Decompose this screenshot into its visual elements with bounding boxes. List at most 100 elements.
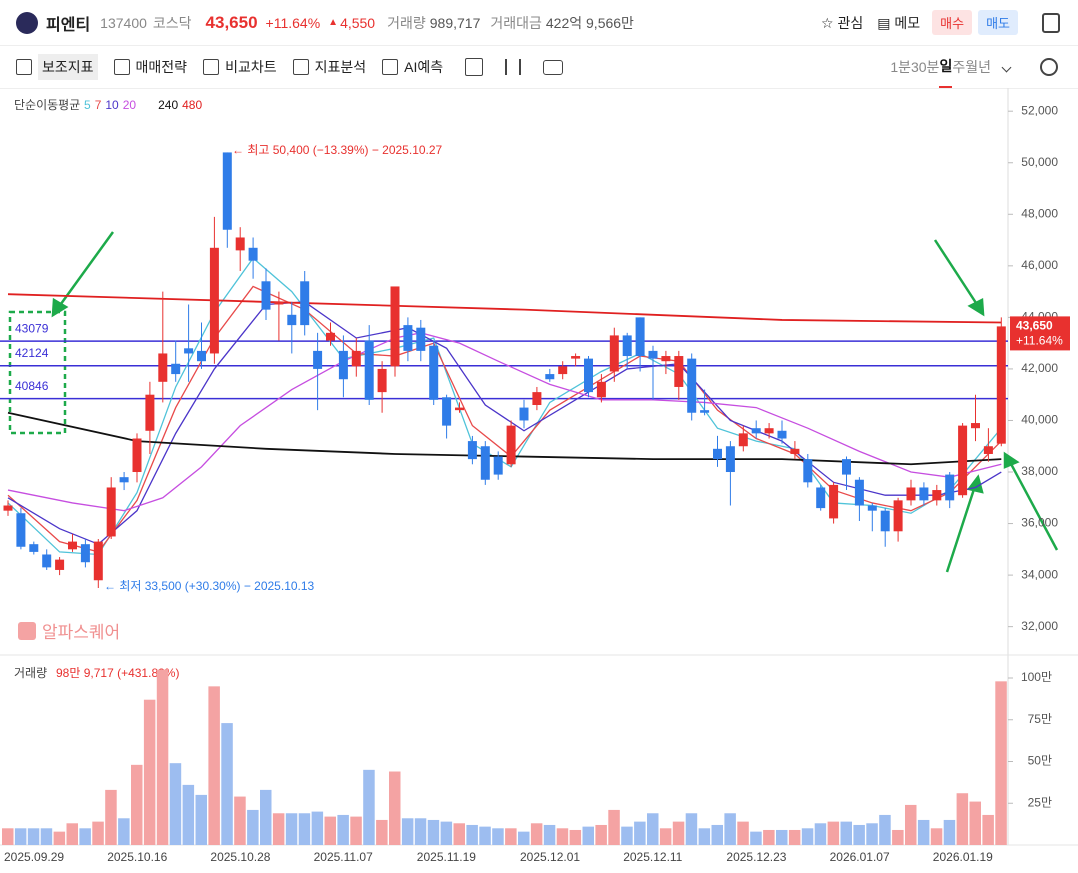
candle-body [700, 410, 710, 413]
panel-icon[interactable] [1042, 12, 1060, 33]
volume-bar [582, 826, 594, 845]
volume-bar [840, 821, 852, 845]
candle-body [751, 428, 761, 434]
volume-bar [79, 828, 91, 845]
tool-button[interactable]: 지표분석 [314, 59, 367, 75]
chart: 단순이동평균 거래량 98만 9,717 (+431.83%) ← 최고 50,… [0, 88, 1078, 864]
level-label: 42124 [15, 346, 49, 360]
candle-body [867, 505, 877, 511]
tool-button[interactable]: 보조지표 [38, 54, 98, 80]
volume-bar [763, 829, 775, 845]
memo-button[interactable]: ▤ 메모 [877, 14, 921, 31]
volume-bar [595, 824, 607, 845]
volume-bar [40, 828, 53, 845]
ma-legend: 240 [158, 98, 178, 112]
watch-text: 관심 [837, 14, 864, 31]
tool-icon[interactable] [543, 59, 564, 75]
volume-bar [260, 789, 272, 845]
ma-legend: 20 [123, 98, 137, 112]
ma-line [7, 285, 1002, 553]
watch-button[interactable]: ☆ 관심 [821, 14, 864, 31]
volume-bar [879, 814, 891, 845]
period-button[interactable]: 주 [952, 59, 966, 75]
volume-bar [131, 764, 143, 845]
candle-body [958, 425, 968, 496]
period-button[interactable]: 년 [978, 59, 991, 75]
level-label: 40846 [15, 379, 49, 393]
volume-bar [917, 819, 930, 845]
candle-body [261, 281, 271, 310]
volume-bar [195, 794, 207, 845]
candle-body [209, 247, 219, 354]
volume-bar [298, 813, 311, 845]
volume-bar [969, 801, 981, 845]
volume-bar [479, 826, 491, 845]
volume-bar [414, 818, 427, 845]
candle-body [519, 407, 529, 421]
buy-button[interactable]: 매수 [932, 10, 973, 35]
code: 137400 [100, 14, 147, 31]
period-button[interactable]: 월 [965, 59, 979, 75]
sell-button[interactable]: 매도 [978, 10, 1018, 35]
volume-bar [634, 821, 646, 845]
x-tick-label: 2026.01.07 [830, 850, 890, 864]
candle-body [29, 544, 39, 552]
volume-bar [608, 809, 620, 845]
period-button[interactable]: 1분 [890, 59, 911, 75]
candle-body [42, 554, 52, 568]
candle-body [635, 317, 645, 357]
dropdown[interactable] [1001, 62, 1012, 72]
volume-bar [324, 816, 336, 845]
candle-body [596, 381, 606, 398]
tool-button[interactable]: AI예측 [404, 59, 444, 75]
settings-icon[interactable] [1040, 58, 1058, 76]
candle-body [842, 459, 851, 475]
market: 코스닥 [152, 14, 192, 31]
candle-body [919, 487, 929, 501]
level-label: 43079 [15, 321, 49, 335]
candle-body [571, 356, 581, 359]
volume-bar [943, 819, 956, 845]
ma-label: 단순이동평균 [14, 98, 80, 112]
tool-button[interactable]: 매매전략 [135, 59, 188, 75]
period-button[interactable]: 일 [939, 46, 953, 88]
stock-name: 피엔티 [46, 16, 91, 34]
x-tick-label: 2025.10.16 [107, 850, 167, 864]
volume-bar [569, 829, 582, 845]
candle-body [68, 541, 77, 550]
arrow-head [51, 297, 69, 318]
tool-icon[interactable] [505, 59, 522, 75]
volume-bar [466, 824, 478, 845]
memo-text: 메모 [894, 14, 921, 31]
tool-button[interactable]: 비교차트 [225, 59, 277, 75]
candle-body [661, 356, 671, 362]
highlight-box [8, 310, 67, 435]
tool-icon[interactable] [465, 58, 484, 76]
period-button[interactable]: 30분 [910, 59, 940, 75]
watermark-icon [18, 621, 36, 640]
candle-body [313, 350, 323, 369]
volume-bar [724, 813, 736, 845]
candle-body [713, 448, 722, 460]
volume-label: 거래량 [14, 666, 47, 680]
volume-bar [518, 831, 530, 845]
candle-body [816, 487, 826, 509]
candle-body [3, 505, 13, 511]
high-annotation: ← 최고 50,400 (−13.39%) − 2025.10.27 [232, 143, 443, 157]
x-tick-label: 2025.12.23 [726, 850, 786, 864]
candle-body [622, 335, 632, 357]
volume-bar [169, 763, 182, 845]
y-tick-label: 25만 [1028, 795, 1052, 809]
candle-body [932, 490, 942, 501]
volume-bar [311, 811, 324, 845]
volume-bar [543, 824, 556, 845]
candle-body [906, 487, 916, 501]
y-tick-label: 38,000 [1021, 464, 1058, 478]
volume-bar [621, 826, 633, 845]
candle-body [455, 407, 464, 411]
candle-body [287, 314, 297, 326]
volume-bar [853, 824, 865, 845]
volume-bar [905, 804, 917, 845]
candle-body [93, 541, 103, 581]
candle-body [403, 325, 413, 351]
